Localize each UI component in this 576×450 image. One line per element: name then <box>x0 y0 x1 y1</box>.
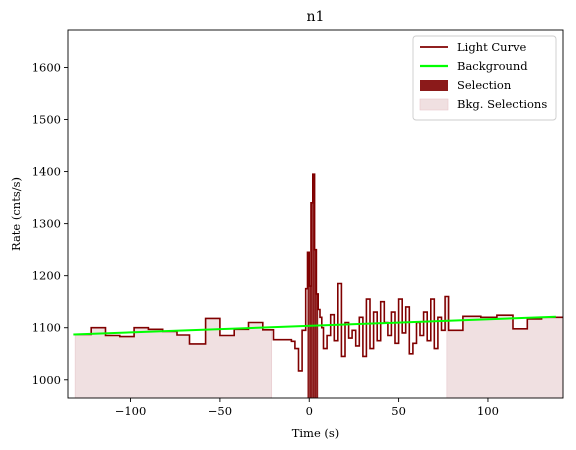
y-tick-label: 1500 <box>32 113 61 127</box>
x-tick-label: −50 <box>208 404 232 418</box>
y-axis-ticks: 1000 1100 1200 1300 1400 1500 1600 <box>32 60 68 387</box>
y-tick-label: 1600 <box>32 60 61 74</box>
selection-bar <box>316 293 319 398</box>
bkg-selection-regions <box>74 296 564 399</box>
selection-bar <box>309 286 312 398</box>
plot-frame <box>67 29 564 399</box>
bkg-selection-region-2 <box>446 296 564 399</box>
legend-selection-label: Selection <box>457 78 512 92</box>
x-axis-ticks: −100 −50 0 50 100 <box>115 398 499 418</box>
legend-background-label: Background <box>457 59 528 73</box>
y-tick-label: 1300 <box>32 217 61 231</box>
legend-selection-swatch <box>420 80 448 91</box>
legend-box <box>412 35 557 121</box>
y-tick-label: 1200 <box>32 269 61 283</box>
legend-bkg-selections-label: Bkg. Selections <box>457 97 547 111</box>
chart-title: n1 <box>307 9 325 25</box>
x-axis-label: Time (s) <box>292 426 340 440</box>
y-tick-label: 1400 <box>32 165 61 179</box>
legend: Light Curve Background Selection Bkg. Se… <box>412 35 557 121</box>
x-tick-label: 50 <box>391 404 406 418</box>
x-tick-label: 100 <box>477 404 499 418</box>
y-tick-label: 1000 <box>32 373 61 387</box>
y-tick-label: 1100 <box>32 321 61 335</box>
selection-bar <box>312 174 315 398</box>
legend-bkg-selections-swatch <box>419 98 449 111</box>
x-tick-label: 0 <box>306 404 313 418</box>
legend-light-curve-label: Light Curve <box>457 40 527 54</box>
y-axis-label: Rate (cnts/s) <box>9 177 23 251</box>
x-tick-label: −100 <box>115 404 147 418</box>
selection-bar <box>311 202 313 398</box>
light-curve-series <box>75 173 563 372</box>
background-series <box>73 315 556 336</box>
selection-bar <box>314 249 317 398</box>
